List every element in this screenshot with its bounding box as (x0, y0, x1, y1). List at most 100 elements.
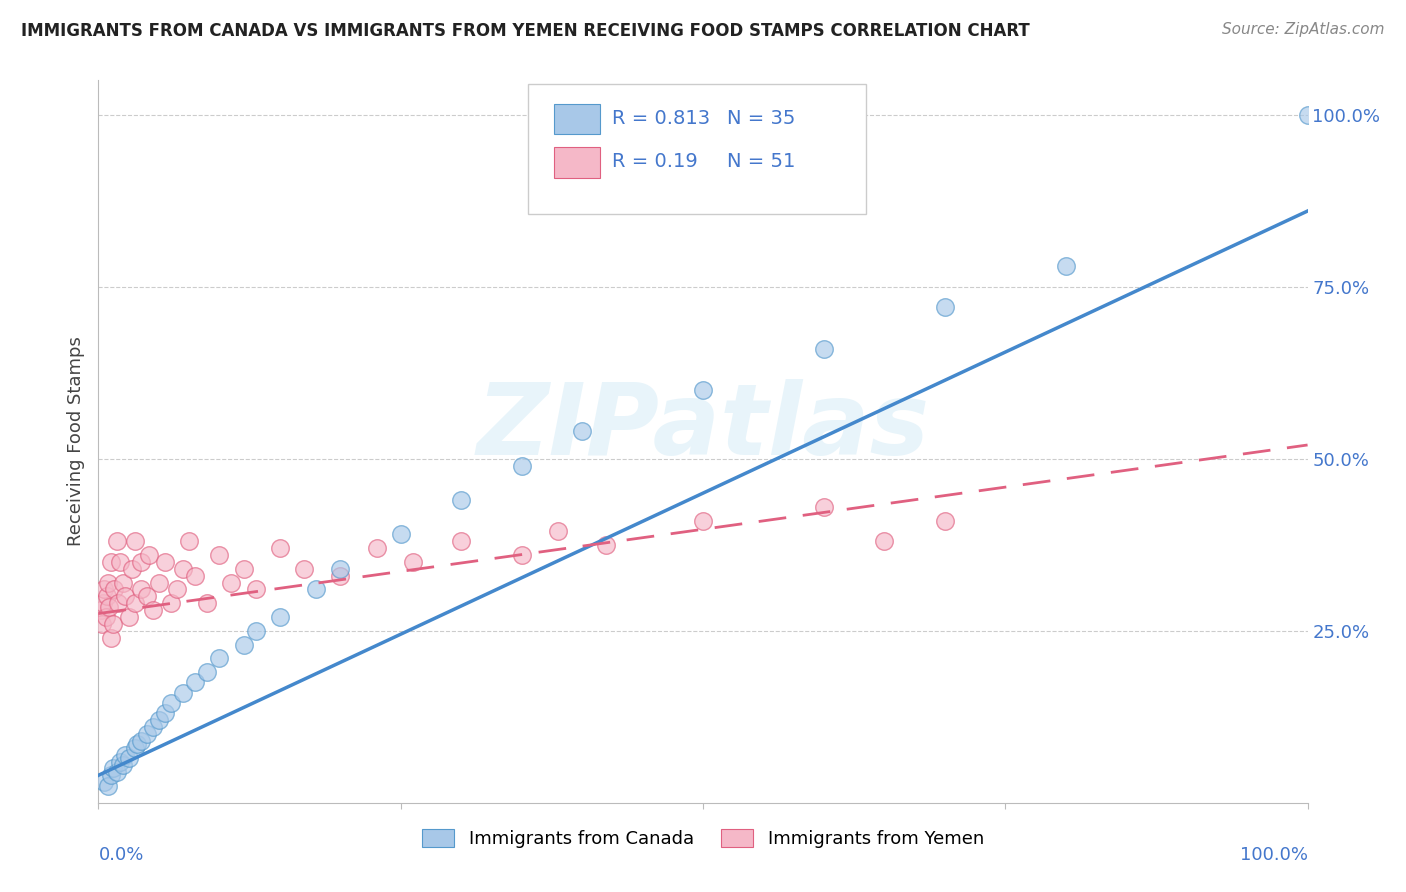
Point (232, 638, 254, 652)
Legend: Immigrants from Canada, Immigrants from Yemen: Immigrants from Canada, Immigrants from … (415, 822, 991, 855)
Point (118, 610, 141, 624)
Point (153, 706, 176, 721)
Point (93, 582, 115, 597)
Point (269, 541, 291, 556)
Point (172, 562, 194, 576)
Point (245, 582, 267, 597)
Point (179, 534, 201, 549)
Point (208, 548, 231, 562)
FancyBboxPatch shape (554, 104, 600, 135)
Point (292, 562, 315, 576)
Text: IMMIGRANTS FROM CANADA VS IMMIGRANTS FROM YEMEN RECEIVING FOOD STAMPS CORRELATIO: IMMIGRANTS FROM CANADA VS IMMIGRANTS FRO… (21, 22, 1029, 40)
Point (195, 596, 218, 610)
Text: R = 0.813: R = 0.813 (613, 109, 710, 128)
FancyBboxPatch shape (527, 84, 866, 214)
Point (1054, 259, 1077, 273)
Point (450, 493, 472, 508)
Text: ZIPatlas: ZIPatlas (477, 378, 929, 475)
Point (91, 596, 114, 610)
Point (124, 740, 146, 755)
Text: N = 51: N = 51 (727, 153, 796, 171)
Point (269, 610, 291, 624)
Point (111, 575, 134, 590)
Point (595, 538, 617, 552)
Point (103, 582, 125, 597)
Point (97, 575, 120, 590)
Point (118, 751, 141, 765)
Point (108, 555, 131, 569)
Text: R = 0.19: R = 0.19 (613, 153, 697, 171)
Point (105, 764, 128, 779)
Point (101, 616, 124, 631)
Point (184, 568, 207, 582)
Point (138, 548, 160, 562)
Point (934, 301, 956, 315)
Point (93, 775, 115, 789)
Point (129, 734, 152, 748)
Point (148, 575, 170, 590)
Point (221, 575, 243, 590)
Point (208, 651, 231, 665)
Point (100, 631, 122, 645)
Point (389, 527, 412, 541)
Point (692, 514, 714, 528)
Point (245, 624, 267, 638)
Point (101, 761, 124, 775)
Point (692, 383, 714, 397)
Point (160, 696, 183, 710)
Point (142, 603, 165, 617)
Point (184, 675, 207, 690)
Point (510, 458, 533, 473)
Point (153, 555, 176, 569)
Point (813, 500, 835, 514)
Point (98, 599, 121, 614)
Point (329, 562, 352, 576)
Point (96, 590, 118, 604)
Point (934, 514, 956, 528)
Point (94, 610, 117, 624)
Point (100, 768, 122, 782)
Point (232, 562, 254, 576)
Point (135, 727, 157, 741)
Point (129, 555, 152, 569)
Point (160, 596, 183, 610)
Point (114, 590, 136, 604)
Text: Source: ZipAtlas.com: Source: ZipAtlas.com (1222, 22, 1385, 37)
Point (108, 755, 131, 769)
Point (402, 555, 425, 569)
Point (114, 747, 136, 762)
Point (329, 568, 352, 582)
Point (124, 596, 146, 610)
Point (450, 534, 472, 549)
Text: N = 35: N = 35 (727, 109, 796, 128)
Point (97, 779, 120, 793)
Point (148, 713, 170, 727)
Point (547, 524, 569, 538)
Text: 0.0%: 0.0% (98, 847, 143, 864)
Point (135, 590, 157, 604)
Point (1296, 108, 1319, 122)
FancyBboxPatch shape (554, 147, 600, 178)
Y-axis label: Receiving Food Stamps: Receiving Food Stamps (66, 336, 84, 547)
Point (813, 342, 835, 356)
Point (305, 582, 328, 597)
Point (90, 603, 112, 617)
Point (195, 665, 218, 679)
Point (873, 534, 896, 549)
Point (111, 758, 134, 772)
Point (172, 686, 194, 700)
Point (127, 737, 149, 751)
Point (142, 720, 165, 734)
Point (571, 424, 593, 438)
Point (510, 548, 533, 562)
Point (129, 582, 152, 597)
Point (107, 596, 129, 610)
Text: 100.0%: 100.0% (1240, 847, 1308, 864)
Point (105, 534, 128, 549)
Point (366, 541, 388, 556)
Point (100, 555, 122, 569)
Point (121, 562, 143, 576)
Point (166, 582, 188, 597)
Point (124, 534, 146, 549)
Point (91, 616, 114, 631)
